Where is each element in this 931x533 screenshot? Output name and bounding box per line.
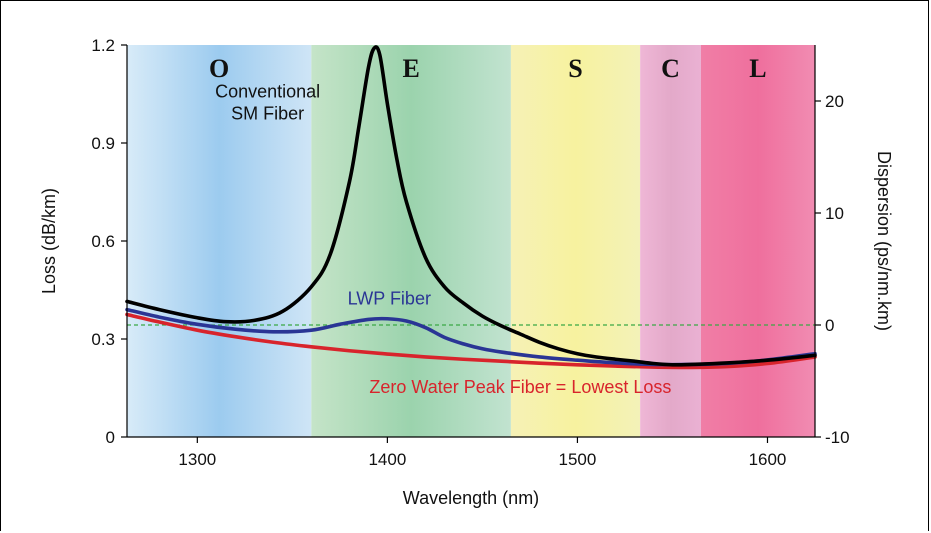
annotation-conventional-sm-fiber: Conventional SM Fiber <box>215 81 320 123</box>
band-label-o: O <box>209 54 229 83</box>
y-tick-label: 0 <box>106 428 115 447</box>
band-label-s: S <box>568 54 582 83</box>
y-tick-label: 0.9 <box>91 134 115 153</box>
x-axis-title: Wavelength (nm) <box>403 488 539 508</box>
y-tick-label: 0.6 <box>91 232 115 251</box>
band-c <box>640 45 701 437</box>
wavelength-bands <box>127 45 815 437</box>
x-tick-label: 1300 <box>178 450 216 469</box>
y2-axis-title: Dispersion (ps/nm.km) <box>874 151 894 331</box>
series-line-conventional-sm-fiber <box>125 45 817 367</box>
y2-tick-label: 20 <box>825 92 844 111</box>
series-layer <box>125 45 817 370</box>
y2-tick-label: -10 <box>825 428 850 447</box>
band-label-e: E <box>402 54 419 83</box>
labels-layer: O E S C L Conventional SM Fiber LWP Fiber Zero W… <box>209 54 767 397</box>
band-e <box>311 45 511 437</box>
band-l <box>700 45 815 437</box>
y2-tick-label: 10 <box>825 204 844 223</box>
y2-tick-label: 0 <box>825 316 834 335</box>
band-label-c: C <box>661 54 680 83</box>
x-tick-label: 1400 <box>368 450 406 469</box>
y-tick-label: 1.2 <box>91 36 115 55</box>
annotation-lwp-fiber: LWP Fiber <box>348 289 431 309</box>
series-line-zero-water-peak-fiber-lowest-loss <box>125 312 817 370</box>
band-o <box>127 45 312 437</box>
x-tick-label: 1600 <box>749 450 787 469</box>
x-tick-label: 1500 <box>559 450 597 469</box>
band-label-l: L <box>749 54 766 83</box>
axes-layer: 0 0.3 0.6 0.9 1.2 -10 0 10 20 1300 1400 1500 1600 Wav… <box>39 36 894 508</box>
annotation-zero-water-peak-fiber-lowest-loss: Zero Water Peak Fiber = Lowest Loss <box>369 377 671 397</box>
y-tick-label: 0.3 <box>91 330 115 349</box>
band-s <box>510 45 641 437</box>
y-axis-title: Loss (dB/km) <box>39 188 59 294</box>
